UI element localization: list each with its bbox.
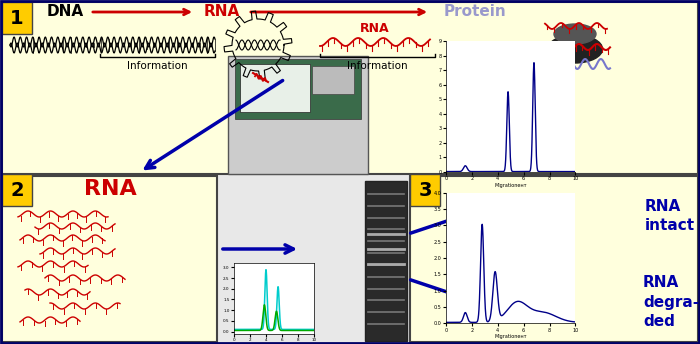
FancyBboxPatch shape (228, 56, 368, 174)
FancyBboxPatch shape (240, 64, 310, 112)
X-axis label: Migrationент: Migrationент (494, 334, 527, 339)
Ellipse shape (554, 24, 596, 44)
Text: RNA
intact: RNA intact (645, 198, 695, 233)
Text: 1: 1 (10, 9, 24, 28)
Text: Information: Information (346, 61, 407, 71)
FancyBboxPatch shape (2, 174, 32, 206)
Text: Information: Information (127, 61, 188, 71)
FancyBboxPatch shape (365, 181, 407, 341)
Text: RNA: RNA (204, 4, 240, 20)
Text: Protein: Protein (444, 4, 506, 20)
Text: 2: 2 (10, 181, 24, 200)
FancyBboxPatch shape (312, 66, 354, 94)
FancyBboxPatch shape (2, 2, 32, 34)
FancyBboxPatch shape (2, 176, 217, 342)
X-axis label: Migrationент: Migrationент (494, 183, 527, 187)
FancyBboxPatch shape (410, 176, 698, 342)
Text: DNA: DNA (46, 4, 83, 20)
Text: RNA
degra-
ded: RNA degra- ded (643, 275, 699, 329)
FancyBboxPatch shape (2, 2, 698, 174)
Ellipse shape (547, 35, 603, 63)
Text: 3: 3 (419, 181, 432, 200)
FancyBboxPatch shape (410, 174, 440, 206)
FancyBboxPatch shape (235, 59, 361, 119)
Text: RNA: RNA (360, 22, 390, 35)
Text: RNA: RNA (83, 179, 136, 199)
